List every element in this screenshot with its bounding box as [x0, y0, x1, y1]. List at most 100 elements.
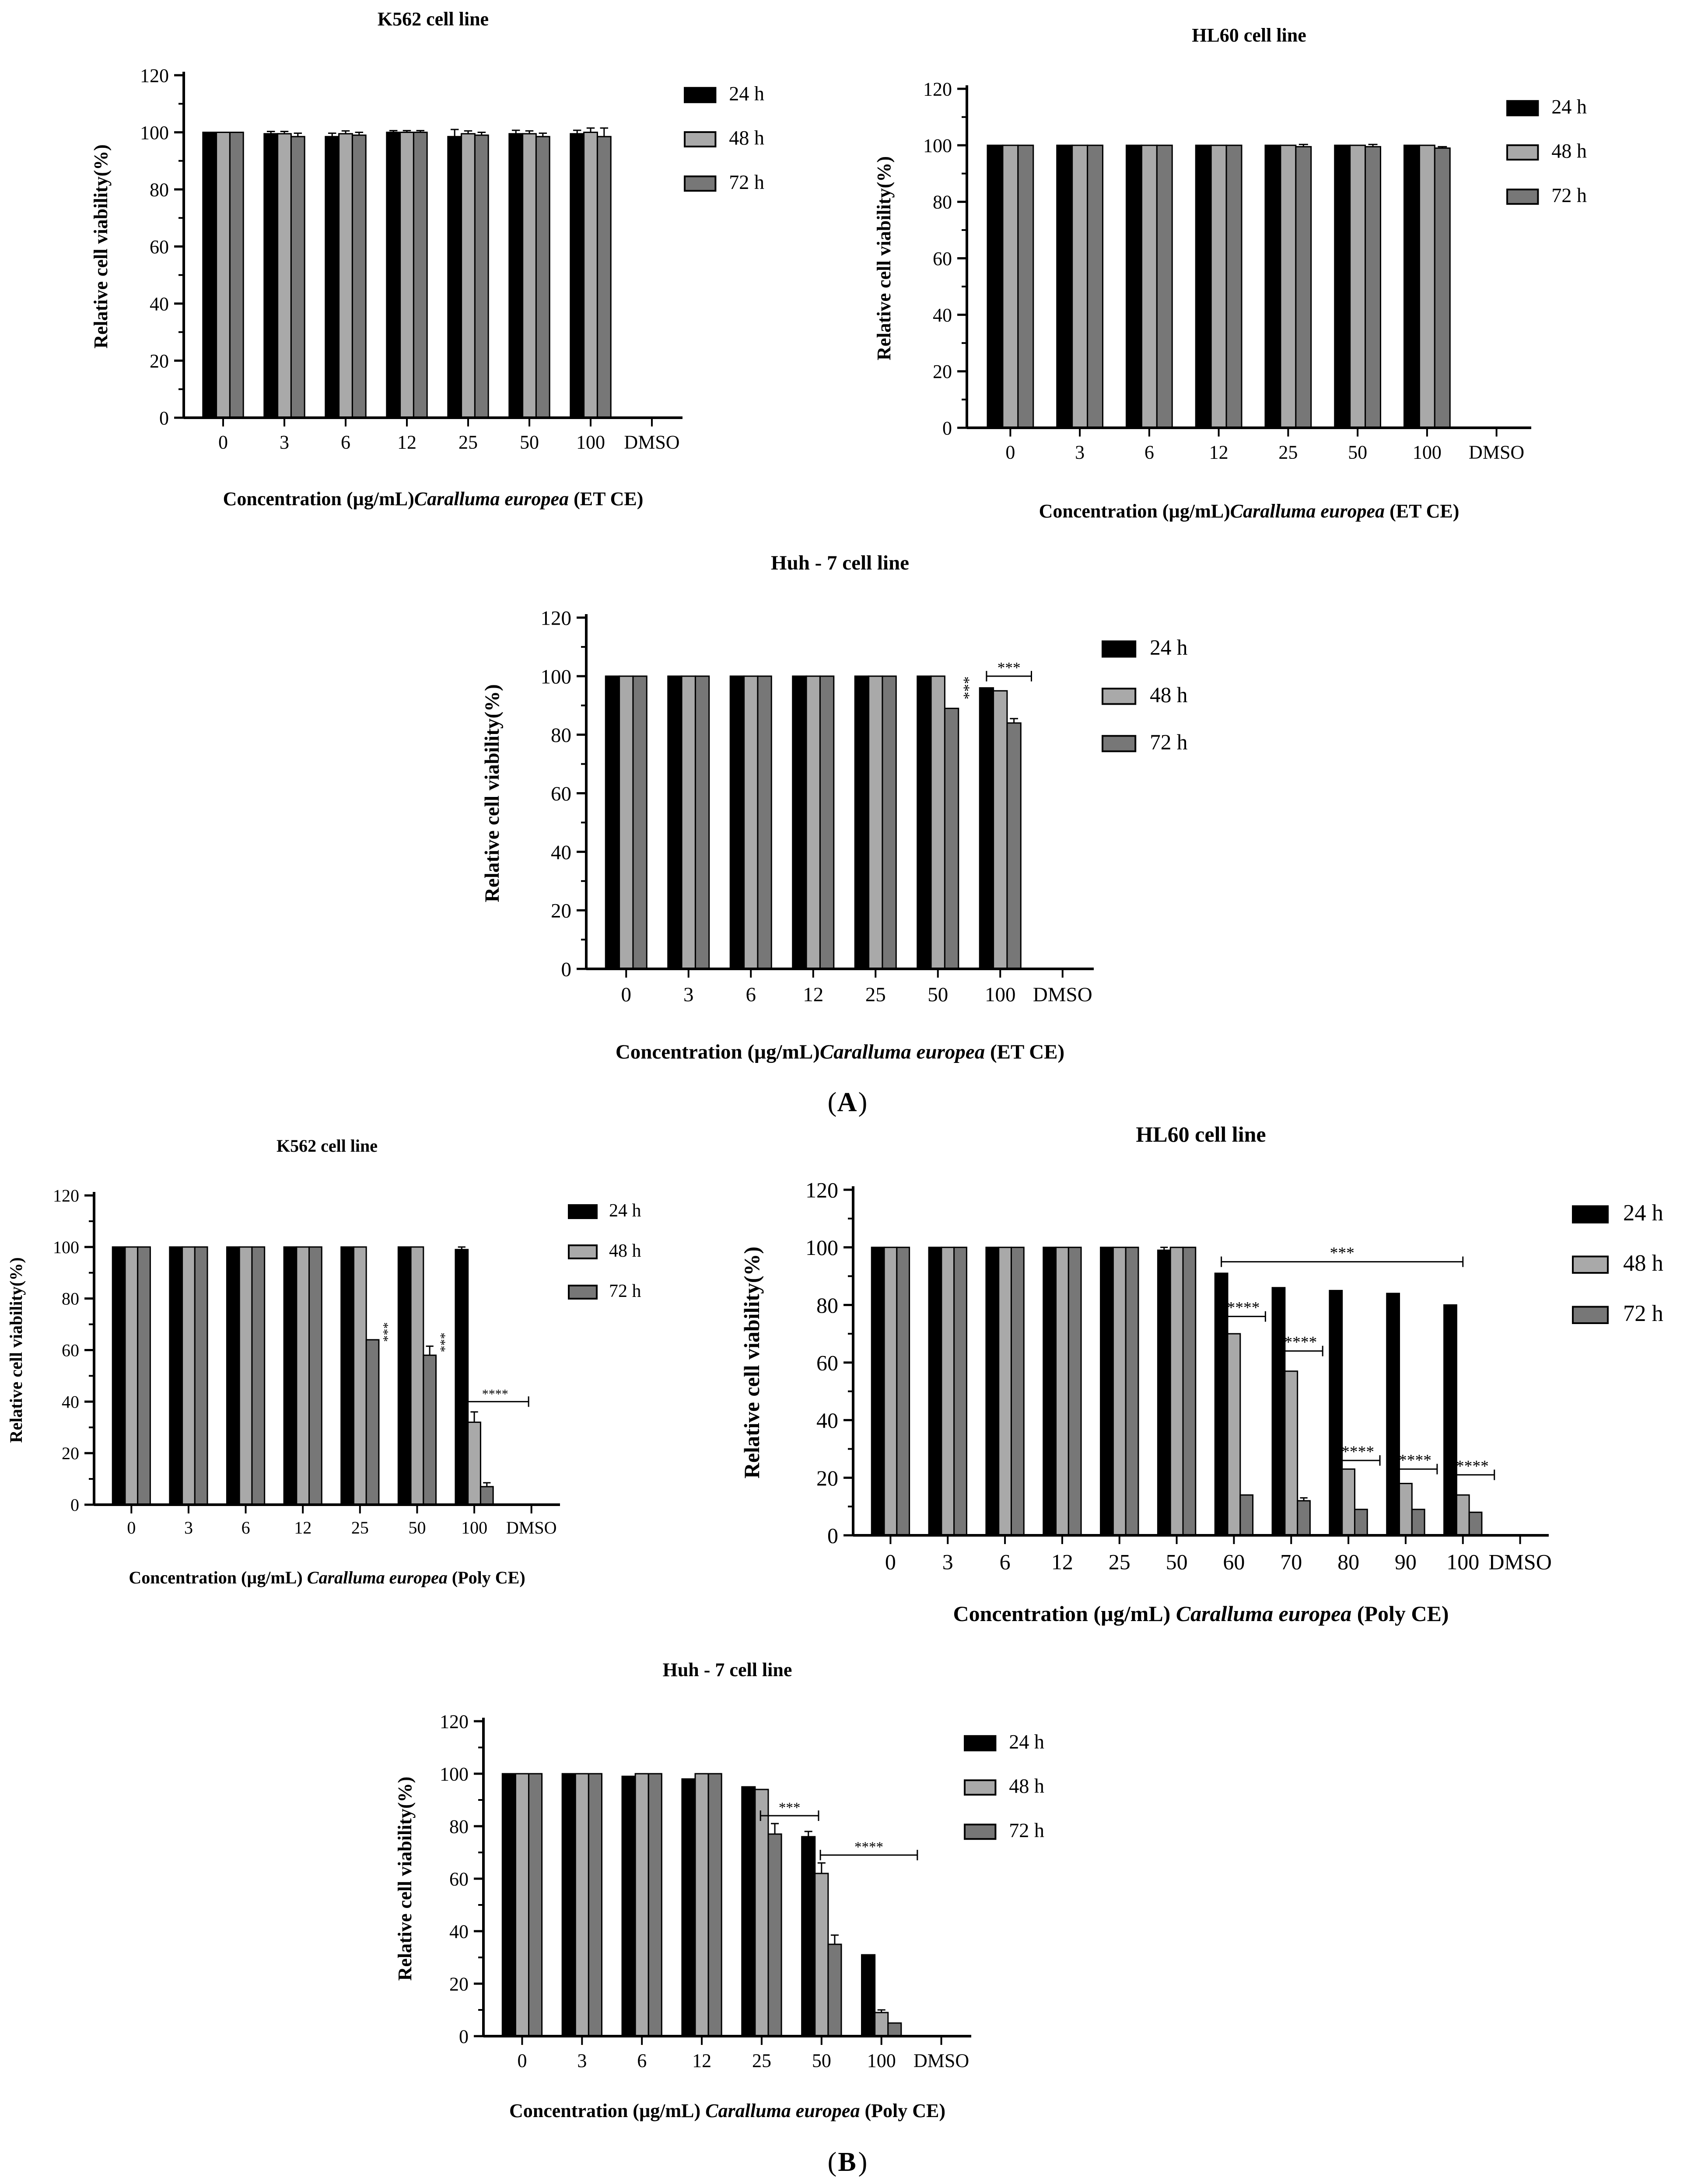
- x-tick-label: 6: [637, 2050, 647, 2072]
- chart-A2: HL60 cell line 0 20 40 60 80 100 120 0 3 6 12 25 50 10…: [873, 24, 1587, 522]
- legend-label: 72 h: [1009, 1819, 1044, 1842]
- bar-48h-100: [467, 1421, 481, 1506]
- x-tick-label: 0: [885, 1550, 896, 1574]
- bar-72h-12: [1225, 144, 1242, 429]
- bar-24h-6: [325, 136, 340, 419]
- bar-48h-50: [410, 1246, 424, 1506]
- x-tick-label: 25: [752, 2050, 771, 2072]
- bar-72h-25: [882, 675, 897, 970]
- bar-24h-100: [861, 1954, 876, 2037]
- legend-label: 72 h: [609, 1281, 641, 1301]
- x-tick-label: DMSO: [1488, 1550, 1551, 1574]
- x-tick-label: 3: [280, 432, 289, 453]
- x-axis-label-part: Concentration (µg/mL): [616, 1041, 820, 1063]
- x-tick-label: 3: [683, 983, 694, 1006]
- chart-title: Huh - 7 cell line: [663, 1659, 792, 1681]
- legend-label: 24 h: [1623, 1200, 1663, 1226]
- x-tick-label: 3: [942, 1550, 953, 1574]
- bar-48h-100: [874, 2012, 889, 2037]
- legend-swatch-48h: [1572, 1255, 1609, 1274]
- bar-72h-12: [308, 1246, 322, 1506]
- legend-swatch-48h: [1102, 688, 1137, 705]
- bar-72h-100: [1434, 147, 1451, 429]
- bar-72h-60: [1239, 1494, 1254, 1536]
- significance-marker: ****: [1284, 1334, 1317, 1352]
- y-tick-label: 100: [53, 1237, 79, 1257]
- x-tick-label: 12: [397, 432, 416, 453]
- bar-72h-50: [1182, 1247, 1197, 1536]
- bar-48h-6: [634, 1773, 649, 2037]
- x-tick-label: 50: [928, 983, 948, 1006]
- y-axis-label: Relative cell viability(%): [873, 156, 895, 360]
- y-tick-label: 120: [923, 78, 952, 100]
- x-axis-label: Concentration (µg/mL)Caralluma europea (…: [1039, 500, 1460, 522]
- bar-72h-90: [1411, 1509, 1425, 1536]
- bar-48h-3: [277, 133, 292, 419]
- bar-24h-12: [283, 1246, 298, 1506]
- x-tick-label: 50: [812, 2050, 831, 2072]
- x-tick-label: 25: [865, 983, 886, 1006]
- significance-marker: ****: [1341, 1443, 1374, 1461]
- bar-24h-100: [455, 1249, 469, 1506]
- x-tick-label: 100: [461, 1518, 487, 1538]
- y-tick-label: 0: [827, 1524, 838, 1548]
- legend-label: 24 h: [729, 82, 764, 105]
- y-tick-label: 0: [70, 1495, 79, 1515]
- y-tick-label: 80: [816, 1293, 838, 1317]
- y-tick-label: 20: [551, 900, 571, 923]
- y-tick-label: 120: [53, 1186, 79, 1206]
- bar-24h-0: [871, 1247, 885, 1536]
- bar-72h-3: [694, 675, 710, 970]
- x-axis-label-part: (Poly CE): [1351, 1601, 1449, 1626]
- x-axis-label: Concentration (µg/mL) Caralluma europea …: [953, 1601, 1449, 1626]
- significance-marker: ***: [779, 1800, 801, 1816]
- bar-72h-70: [1297, 1500, 1311, 1536]
- chart-A1: K562 cell line 0 20 40 60 80 100 120 0 3 6 12 25 50 10…: [90, 8, 764, 510]
- y-tick-label: 60: [933, 248, 952, 269]
- bar-24h-0: [202, 132, 217, 419]
- x-tick-label: 3: [1075, 442, 1085, 463]
- bar-24h-12: [1043, 1247, 1057, 1536]
- bar-24h-50: [917, 675, 932, 970]
- panel-label-A-open-paren: (: [828, 1087, 837, 1117]
- legend-swatch-24h: [1102, 640, 1137, 658]
- x-tick-label: 6: [1000, 1550, 1011, 1574]
- legend-swatch-72h: [1102, 735, 1137, 752]
- bar-24h-0: [501, 1773, 516, 2037]
- significance-marker: ****: [1456, 1457, 1489, 1475]
- bar-72h-6: [648, 1773, 662, 2037]
- bar-72h-6: [251, 1246, 266, 1506]
- bar-72h-100: [1468, 1511, 1483, 1536]
- x-axis-label-part: Caralluma europea: [1176, 1601, 1351, 1626]
- x-tick-label: 50: [408, 1518, 426, 1538]
- bar-72h-6: [1156, 144, 1173, 429]
- bar-48h-25: [868, 675, 883, 970]
- bar-72h-3: [588, 1773, 602, 2037]
- legend-label: 48 h: [1551, 140, 1587, 162]
- bar-24h-25: [1264, 144, 1281, 429]
- chart-title: Huh - 7 cell line: [771, 552, 909, 574]
- y-axis-label: Relative cell viability(%): [90, 144, 112, 349]
- legend-label: 24 h: [609, 1201, 641, 1221]
- legend-label: 24 h: [1551, 95, 1587, 118]
- bar-24h-6: [729, 675, 745, 970]
- x-tick-label: 50: [1166, 1550, 1188, 1574]
- significance-marker: ***: [376, 1322, 391, 1342]
- chart-title: HL60 cell line: [1136, 1122, 1266, 1146]
- bar-48h-25: [1112, 1247, 1127, 1536]
- bar-72h-25: [474, 134, 489, 419]
- bar-48h-0: [216, 132, 231, 419]
- bar-24h-3: [928, 1247, 942, 1536]
- x-axis-label-part: Concentration (µg/mL): [223, 488, 414, 510]
- x-tick-label: 25: [458, 432, 478, 453]
- bar-48h-12: [296, 1246, 310, 1506]
- bar-48h-100: [1456, 1494, 1470, 1536]
- legend-swatch-72h: [568, 1285, 598, 1300]
- significance-marker: ***: [956, 676, 973, 699]
- bar-48h-6: [238, 1246, 253, 1506]
- legend-swatch-72h: [684, 175, 717, 192]
- bar-48h-25: [1280, 144, 1297, 429]
- x-tick-label: 12: [1209, 442, 1228, 463]
- bar-72h-25: [1295, 146, 1312, 429]
- legend-swatch-48h: [1506, 144, 1539, 161]
